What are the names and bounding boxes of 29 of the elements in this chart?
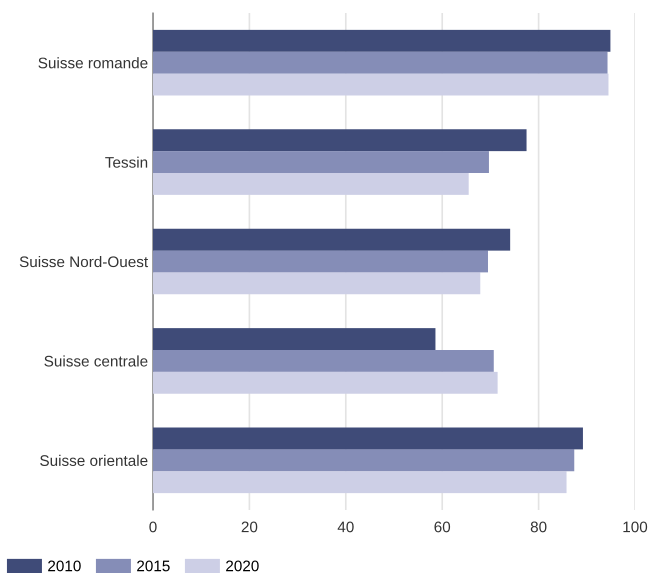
y-tick-label: Tessin	[105, 156, 148, 168]
bar	[153, 250, 488, 272]
bar	[153, 52, 608, 74]
bar	[153, 372, 498, 394]
x-tick-label: 0	[149, 522, 157, 532]
x-tick-label: 20	[242, 522, 258, 532]
x-tick-label: 40	[338, 522, 354, 532]
y-tick-label: Suisse romande	[38, 57, 148, 68]
bar	[153, 30, 610, 52]
bar	[153, 74, 608, 96]
bar	[153, 173, 469, 195]
y-tick-label: Suisse Nord-Ouest	[20, 256, 148, 268]
bar	[153, 228, 510, 251]
legend-label: 2015	[137, 560, 170, 572]
bar	[153, 328, 436, 350]
x-tick-label: 80	[530, 522, 546, 532]
bar	[153, 471, 567, 494]
y-tick-label: Suisse orientale	[40, 454, 148, 466]
x-tick-label: 100	[623, 522, 648, 532]
x-tick-label: 60	[434, 522, 450, 532]
bar	[153, 151, 489, 174]
bar	[153, 129, 527, 152]
legend-label: 2010	[48, 560, 81, 572]
bar	[153, 350, 494, 372]
y-tick-label: Suisse centrale	[44, 355, 148, 367]
bar	[153, 449, 574, 472]
legend-label: 2020	[226, 560, 259, 572]
bar	[153, 428, 583, 450]
bar	[153, 272, 480, 294]
